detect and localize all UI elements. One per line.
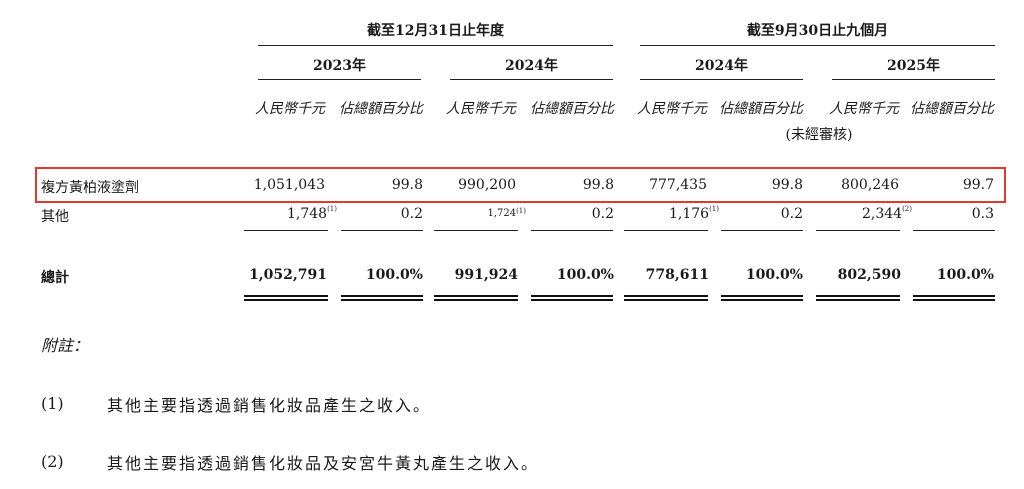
unit-pct-header: 佔總額百分比: [339, 101, 423, 117]
double-underline: [816, 295, 900, 301]
subtotal-line: [721, 230, 803, 231]
total-value: 100.0%: [936, 267, 994, 283]
cell-value: 0.3: [971, 206, 994, 222]
period-header-full-year: 截至12月31日止年度: [367, 23, 504, 39]
year-underline: [258, 79, 421, 80]
footnote-ref: (2): [902, 205, 912, 213]
subtotal-line: [341, 230, 423, 231]
footnote-ref: (1): [709, 205, 719, 213]
double-underline: [721, 295, 803, 301]
row-label-others: 其他: [41, 209, 69, 225]
period-underline-full-year: [258, 45, 613, 46]
footnote-ref: (1): [327, 205, 337, 213]
total-value: 802,590: [837, 267, 901, 283]
cell-value: 1,176(1): [668, 205, 719, 222]
double-underline: [244, 295, 328, 301]
unit-rmb-header: 人民幣千元: [637, 101, 707, 117]
unaudited-note: (未經審核): [785, 127, 853, 143]
double-underline: [531, 295, 613, 301]
year-header-2023: 2023年: [313, 58, 366, 74]
total-value: 100.0%: [365, 267, 423, 283]
unit-rmb-header: 人民幣千元: [255, 101, 325, 117]
total-value: 1,052,791: [249, 267, 327, 283]
year-header-2025: 2025年: [887, 58, 940, 74]
unit-pct-header: 佔總額百分比: [719, 101, 803, 117]
cell-value: 990,200: [458, 177, 516, 193]
unit-pct-header: 佔總額百分比: [910, 101, 994, 117]
subtotal-line: [913, 230, 995, 231]
cell-value: 800,246: [841, 177, 899, 193]
note-number: (1): [41, 394, 64, 413]
cell-value: 1,748(1): [286, 205, 337, 222]
row-label-total: 總計: [41, 270, 69, 286]
total-value: 991,924: [454, 267, 518, 283]
subtotal-line: [531, 230, 613, 231]
cell-value: 2,344(2): [861, 205, 912, 222]
note-text: 其他主要指透過銷售化妝品及安宮牛黃丸產生之收入。: [107, 454, 540, 473]
year-underline: [640, 79, 803, 80]
subtotal-line: [816, 230, 900, 231]
cell-value: 1,724(1): [487, 207, 526, 219]
period-header-nine-months: 截至9月30日止九個月: [746, 23, 889, 39]
subtotal-line: [244, 230, 328, 231]
cell-value: 0.2: [400, 206, 423, 222]
total-value: 778,611: [645, 267, 709, 283]
total-value: 100.0%: [556, 267, 614, 283]
note-text: 其他主要指透過銷售化妝品產生之收入。: [107, 396, 432, 415]
cell-value: 99.7: [962, 177, 994, 193]
footnote-ref: (1): [516, 207, 526, 215]
cell-value: 0.2: [591, 206, 614, 222]
double-underline: [341, 295, 423, 301]
period-underline-nine-months: [640, 45, 995, 46]
subtotal-line: [624, 230, 708, 231]
cell-value: 99.8: [582, 177, 614, 193]
highlight-box: [35, 167, 1006, 203]
notes-title: 附註：: [41, 336, 90, 355]
unit-pct-header: 佔總額百分比: [530, 101, 614, 117]
cell-value: 0.2: [780, 206, 803, 222]
year-underline: [832, 79, 995, 80]
year-header-2024-nine-months: 2024年: [695, 58, 748, 74]
unit-rmb-header: 人民幣千元: [829, 101, 899, 117]
year-header-2024: 2024年: [505, 58, 558, 74]
cell-value: 99.8: [771, 177, 803, 193]
unit-rmb-header: 人民幣千元: [446, 101, 516, 117]
double-underline: [624, 295, 708, 301]
cell-value: 99.8: [391, 177, 423, 193]
double-underline: [913, 295, 995, 301]
cell-value: 777,435: [649, 177, 707, 193]
year-underline: [450, 79, 613, 80]
note-number: (2): [41, 452, 64, 471]
double-underline: [434, 295, 518, 301]
subtotal-line: [434, 230, 518, 231]
row-label-compound-huangbai: 複方黃柏液塗劑: [41, 180, 139, 196]
cell-value: 1,051,043: [253, 177, 325, 193]
total-value: 100.0%: [745, 267, 803, 283]
